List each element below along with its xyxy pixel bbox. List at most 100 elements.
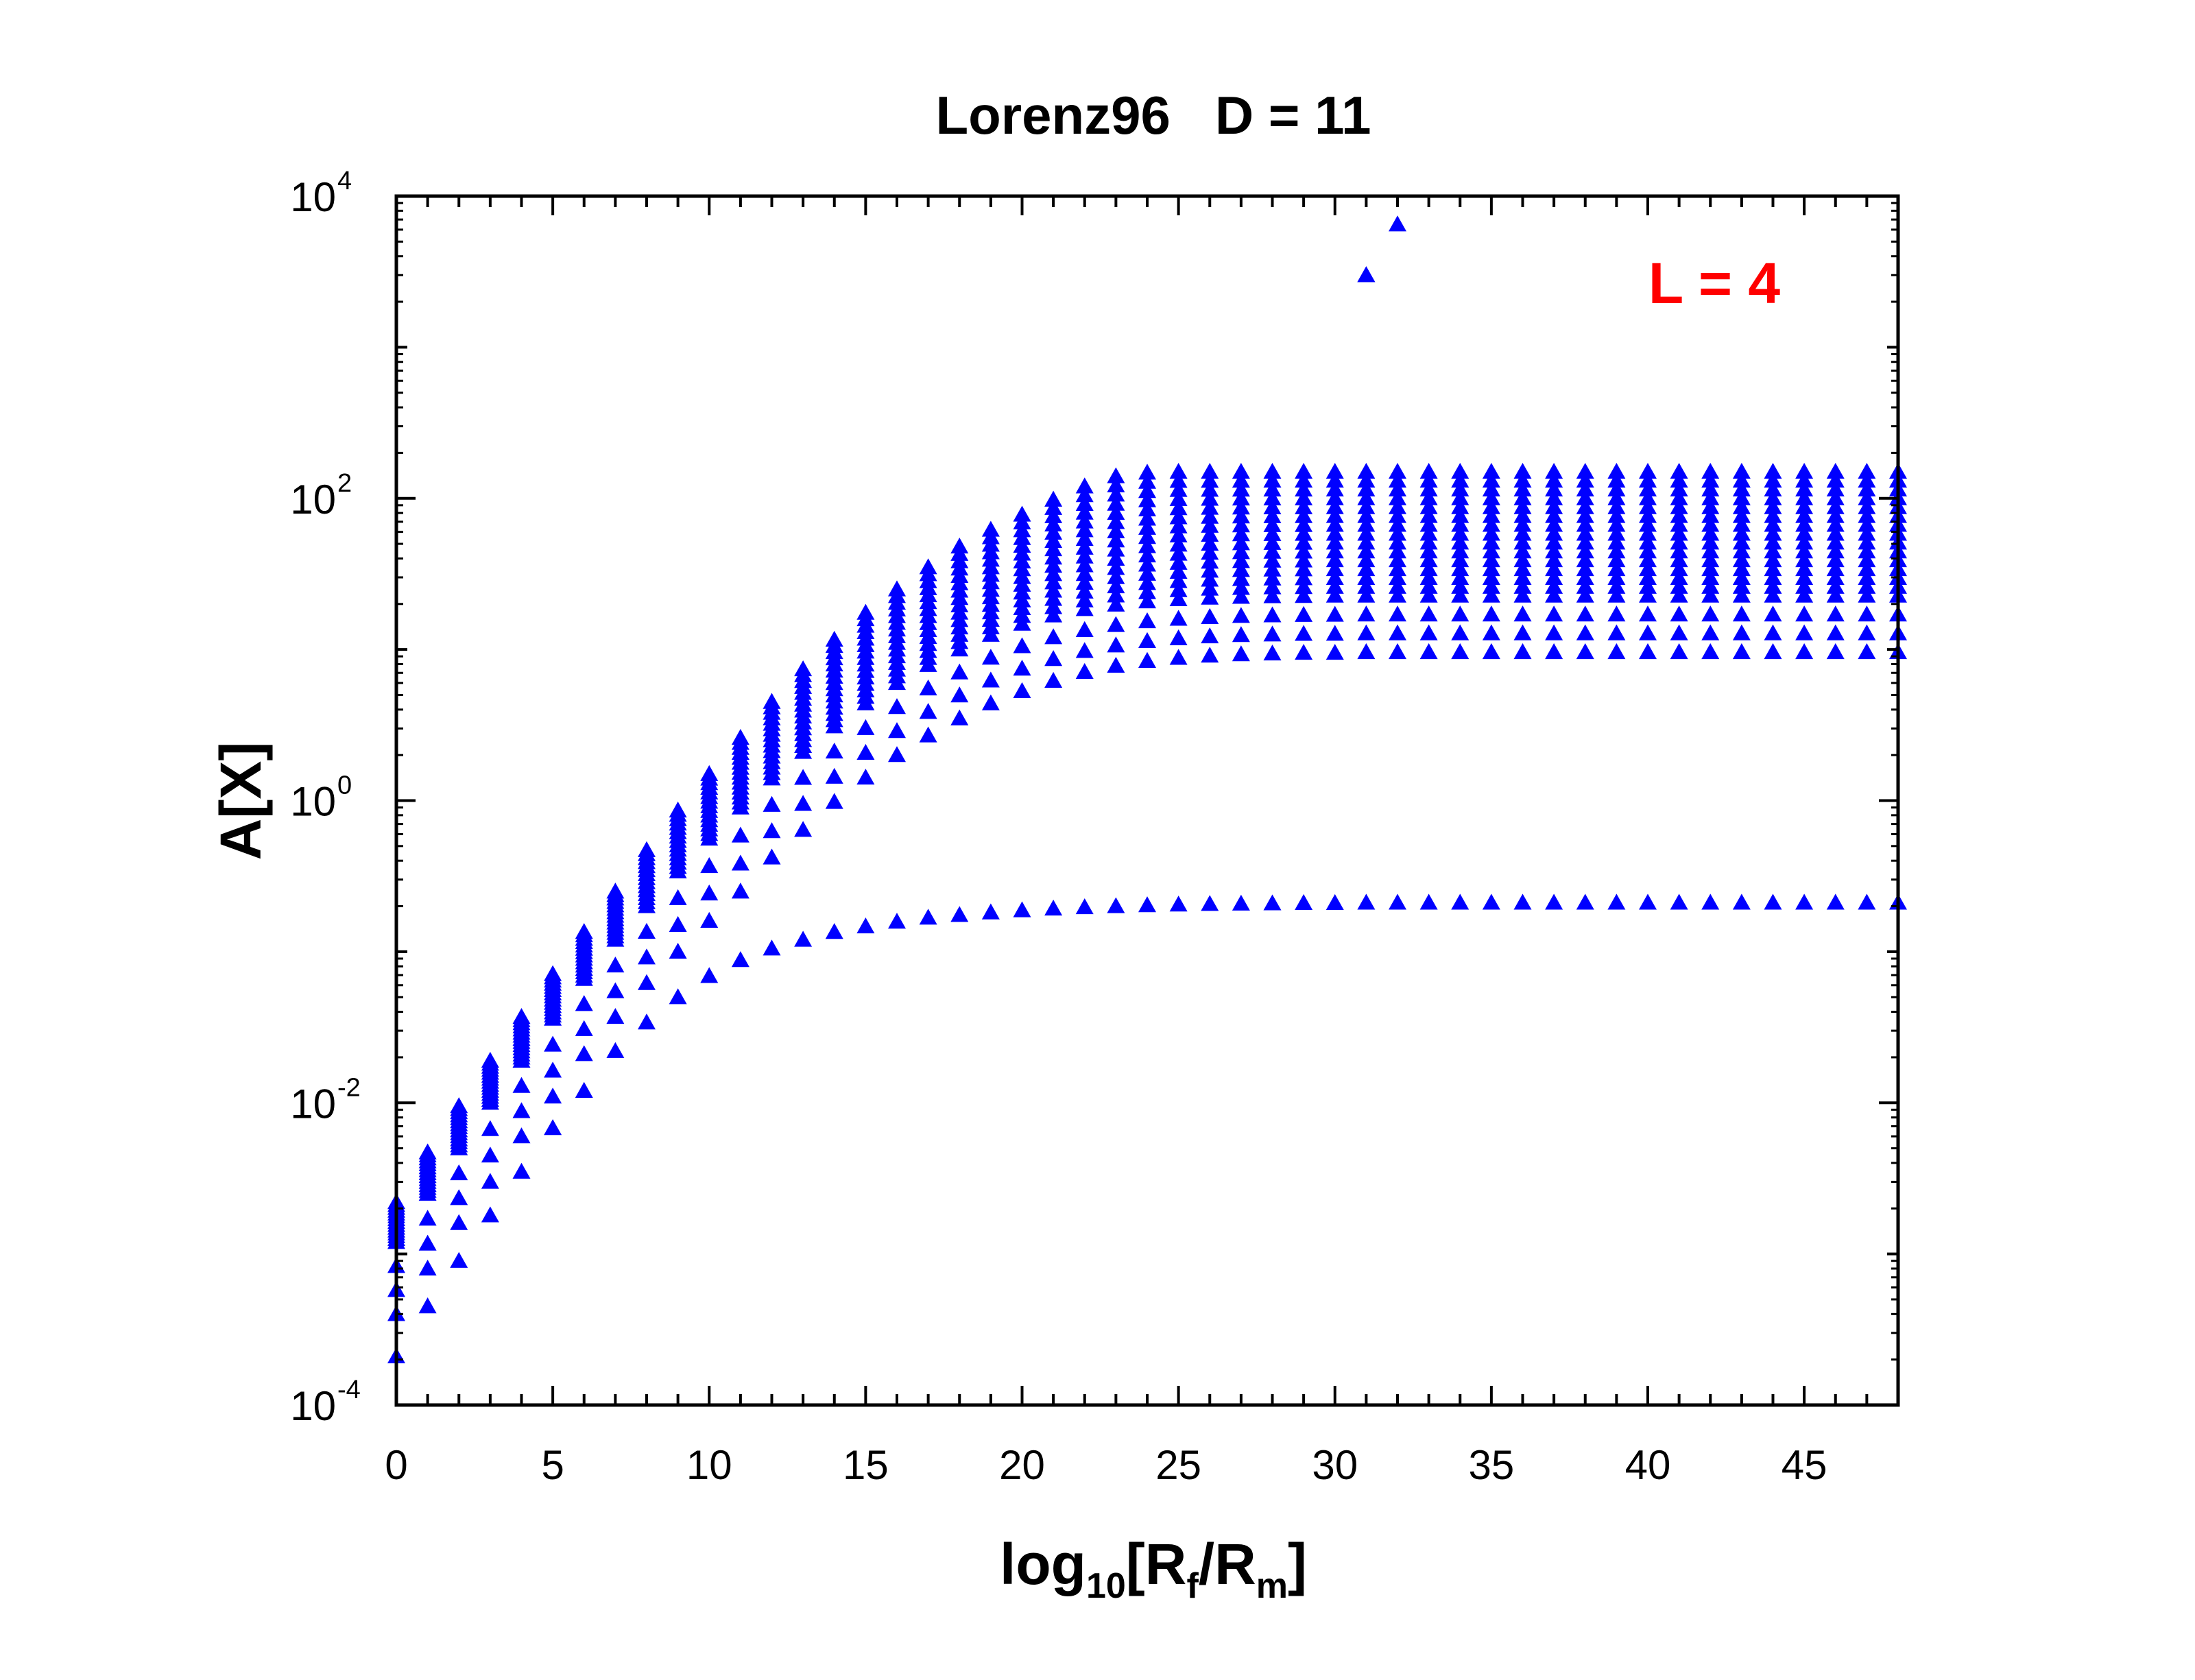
x-tick-label: 25 [1155,1442,1201,1488]
marker-band-fill [1826,560,1845,577]
marker-band-fill [1295,489,1313,505]
marker-band-fill [1701,498,1720,514]
marker-band-fill [1357,471,1376,488]
marker-band-fill [1263,560,1282,577]
marker-band-fill [1451,489,1470,505]
marker-band-bottom [1639,643,1657,660]
marker-band-fill [1201,553,1219,569]
marker-band-lower [1764,624,1782,640]
marker-band-lower [950,663,969,680]
marker-band-fill [1326,489,1344,505]
marker-band-fill [1639,551,1657,568]
marker-band-fill [1826,525,1845,541]
marker-band-lower [669,889,687,905]
marker-band-fill [1075,573,1094,590]
marker-band-fill [1701,480,1720,496]
x-label-open: [R [1126,1532,1187,1596]
marker-band-bottom [669,942,687,959]
marker-band-fill [1138,472,1156,489]
marker-band-lower [1701,624,1720,640]
marker-band-top [1169,462,1188,479]
marker-band-fill [1107,559,1125,575]
marker-band-fill [1295,560,1313,577]
marker-divergent-2 [1389,215,1406,232]
marker-band-lower [544,1035,562,1052]
marker-band-fill [1169,490,1188,506]
marker-band-fill [1232,499,1250,515]
marker-band-bottom [418,1259,437,1276]
marker-band-fill [1419,516,1438,532]
marker-band-lower [1858,605,1876,622]
marker-band-fill [1670,533,1688,550]
marker-band-top [1826,462,1845,479]
marker-band-fill [1826,577,1845,594]
marker-band-bottom [1295,644,1313,660]
marker-band-fill [1545,577,1563,594]
marker-band-top [1795,462,1814,479]
marker-band-fill [1482,542,1500,559]
marker-band-fill [1075,512,1094,529]
marker-band-fill [1451,542,1470,559]
marker-band-fill [1263,551,1282,568]
marker-band-fill [1232,534,1250,551]
marker-band-fill [1732,577,1751,594]
marker-band-fill [1858,568,1876,585]
marker-band-lower [794,769,813,785]
marker-band-fill [1795,533,1814,550]
marker-band-fill [1169,581,1188,597]
marker-band-top [1138,464,1156,480]
marker-band-fill [700,769,719,786]
marker-band-fill [1451,525,1470,541]
marker-band-fill [950,544,969,561]
marker-band-fill [1576,498,1594,514]
marker-band-lower [856,743,875,760]
marker-band-mid [1326,586,1344,603]
marker-band-lower [1607,624,1626,640]
marker-band-fill [1389,577,1406,594]
marker-band-mid [1701,586,1720,603]
x-tick-label: 40 [1625,1442,1671,1488]
marker-band-lower [481,1120,499,1136]
marker-band-fill [1013,513,1031,530]
marker-band-bottom [1764,643,1782,660]
axis-ticks [395,195,1899,1406]
marker-band-fill [1107,476,1125,493]
marker-band-fill [1326,516,1344,532]
marker-band-lower [1232,626,1250,643]
marker-low-branch [1389,893,1406,910]
marker-band-fill [1670,471,1688,488]
marker-band-fill [1858,498,1876,514]
marker-band-bottom [1795,643,1814,660]
marker-band-fill [763,698,781,715]
marker-band-fill [1482,471,1500,488]
marker-band-fill [1044,531,1063,549]
marker-band-fill [1326,533,1344,550]
marker-band-fill [1169,553,1188,570]
marker-band-fill [1513,507,1532,523]
marker-band-fill [1169,517,1188,533]
marker-band-fill [1701,568,1720,585]
y-tick-label-exponent: 2 [337,469,352,498]
marker-band-lower [575,995,593,1011]
marker-band-fill [1389,516,1406,532]
marker-band-fill [1138,482,1156,499]
marker-band-lower [794,795,813,811]
marker-band-fill [1295,498,1313,514]
marker-band-fill [1701,471,1720,488]
marker-low-branch [544,1119,562,1136]
marker-low-branch [825,923,843,939]
marker-band-fill [1326,560,1344,577]
marker-band-fill [1295,480,1313,496]
marker-band-fill [1513,577,1532,594]
marker-band-fill [1169,499,1188,516]
marker-band-lower [1639,624,1657,640]
marker-band-fill [1044,590,1063,606]
x-axis-label: log10[Rf/Rm] [1000,1532,1307,1606]
marker-band-fill [1263,569,1282,586]
marker-band-lower [1419,605,1438,622]
marker-band-fill [1044,523,1063,540]
marker-band-bottom [1357,643,1376,660]
marker-band-fill [1451,471,1470,488]
marker-band-lower [418,1234,437,1251]
marker-band-fill [1201,516,1219,533]
